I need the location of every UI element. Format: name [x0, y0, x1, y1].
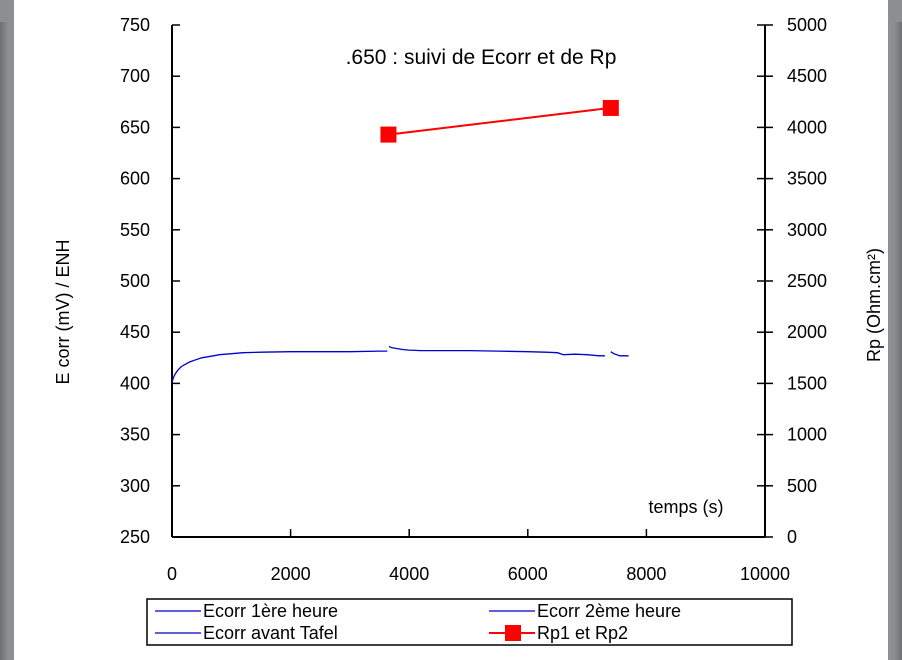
y-right-tick-label: 0 [787, 527, 797, 547]
y-right-tick-label: 2500 [787, 271, 827, 291]
series-group [171, 99, 629, 383]
y-right-tick-label: 3500 [787, 169, 827, 189]
legend-label: Rp1 et Rp2 [537, 623, 628, 643]
series-line-2 [388, 345, 605, 357]
plot-area [172, 25, 765, 537]
x-tick-label: 2000 [271, 564, 311, 584]
legend-box [146, 598, 793, 646]
y-left-tick-label: 250 [120, 527, 150, 547]
y-left-tick-label: 750 [120, 15, 150, 35]
y-right-tick-label: 2000 [787, 322, 827, 342]
legend-label: Ecorr 2ème heure [537, 601, 681, 621]
y-left-tick-label: 700 [120, 66, 150, 86]
y-right-tick-label: 1500 [787, 373, 827, 393]
x-tick-label: 4000 [389, 564, 429, 584]
y-left-tick-label: 550 [120, 220, 150, 240]
y-right-tick-label: 1000 [787, 425, 827, 445]
y-right-tick-label: 3000 [787, 220, 827, 240]
y-left-tick-label: 400 [120, 373, 150, 393]
axes-group: 250 300 350 400 450 500 550 600 650 700 750 0 500 100… [120, 15, 827, 584]
legend-label: Ecorr avant Tafel [203, 623, 338, 643]
legend-swatch-marker [505, 625, 521, 641]
x-tick-label: 8000 [626, 564, 666, 584]
x-tick-label: 0 [167, 564, 177, 584]
y-right-tick-label: 4500 [787, 66, 827, 86]
series-line-3 [610, 351, 629, 357]
y-left-tick-label: 500 [120, 271, 150, 291]
series-line-4 [388, 106, 611, 136]
x-axis-title: temps (s) [648, 497, 723, 517]
y-left-tick-label: 350 [120, 425, 150, 445]
y-left-tick-label: 450 [120, 322, 150, 342]
legend-label: Ecorr 1ère heure [203, 601, 338, 621]
series-line-1 [171, 350, 388, 383]
rp-marker [380, 126, 397, 143]
x-tick-label: 10000 [740, 564, 790, 584]
y-left-axis-title: E corr (mV) / ENH [53, 239, 73, 384]
y-right-tick-label: 500 [787, 476, 817, 496]
y-left-tick-label: 650 [120, 117, 150, 137]
legend: Ecorr 1ère heure Ecorr 2ème heure Ecorr av… [146, 598, 793, 646]
y-right-tick-label: 5000 [787, 15, 827, 35]
y-right-tick-label: 4000 [787, 117, 827, 137]
rp-marker [602, 99, 619, 116]
y-left-tick-label: 600 [120, 169, 150, 189]
x-tick-label: 6000 [508, 564, 548, 584]
y-left-tick-label: 300 [120, 476, 150, 496]
chart-title: .650 : suivi de Ecorr et de Rp [346, 46, 617, 69]
y-right-axis-title: Rp (Ohm.cm²) [864, 248, 884, 362]
